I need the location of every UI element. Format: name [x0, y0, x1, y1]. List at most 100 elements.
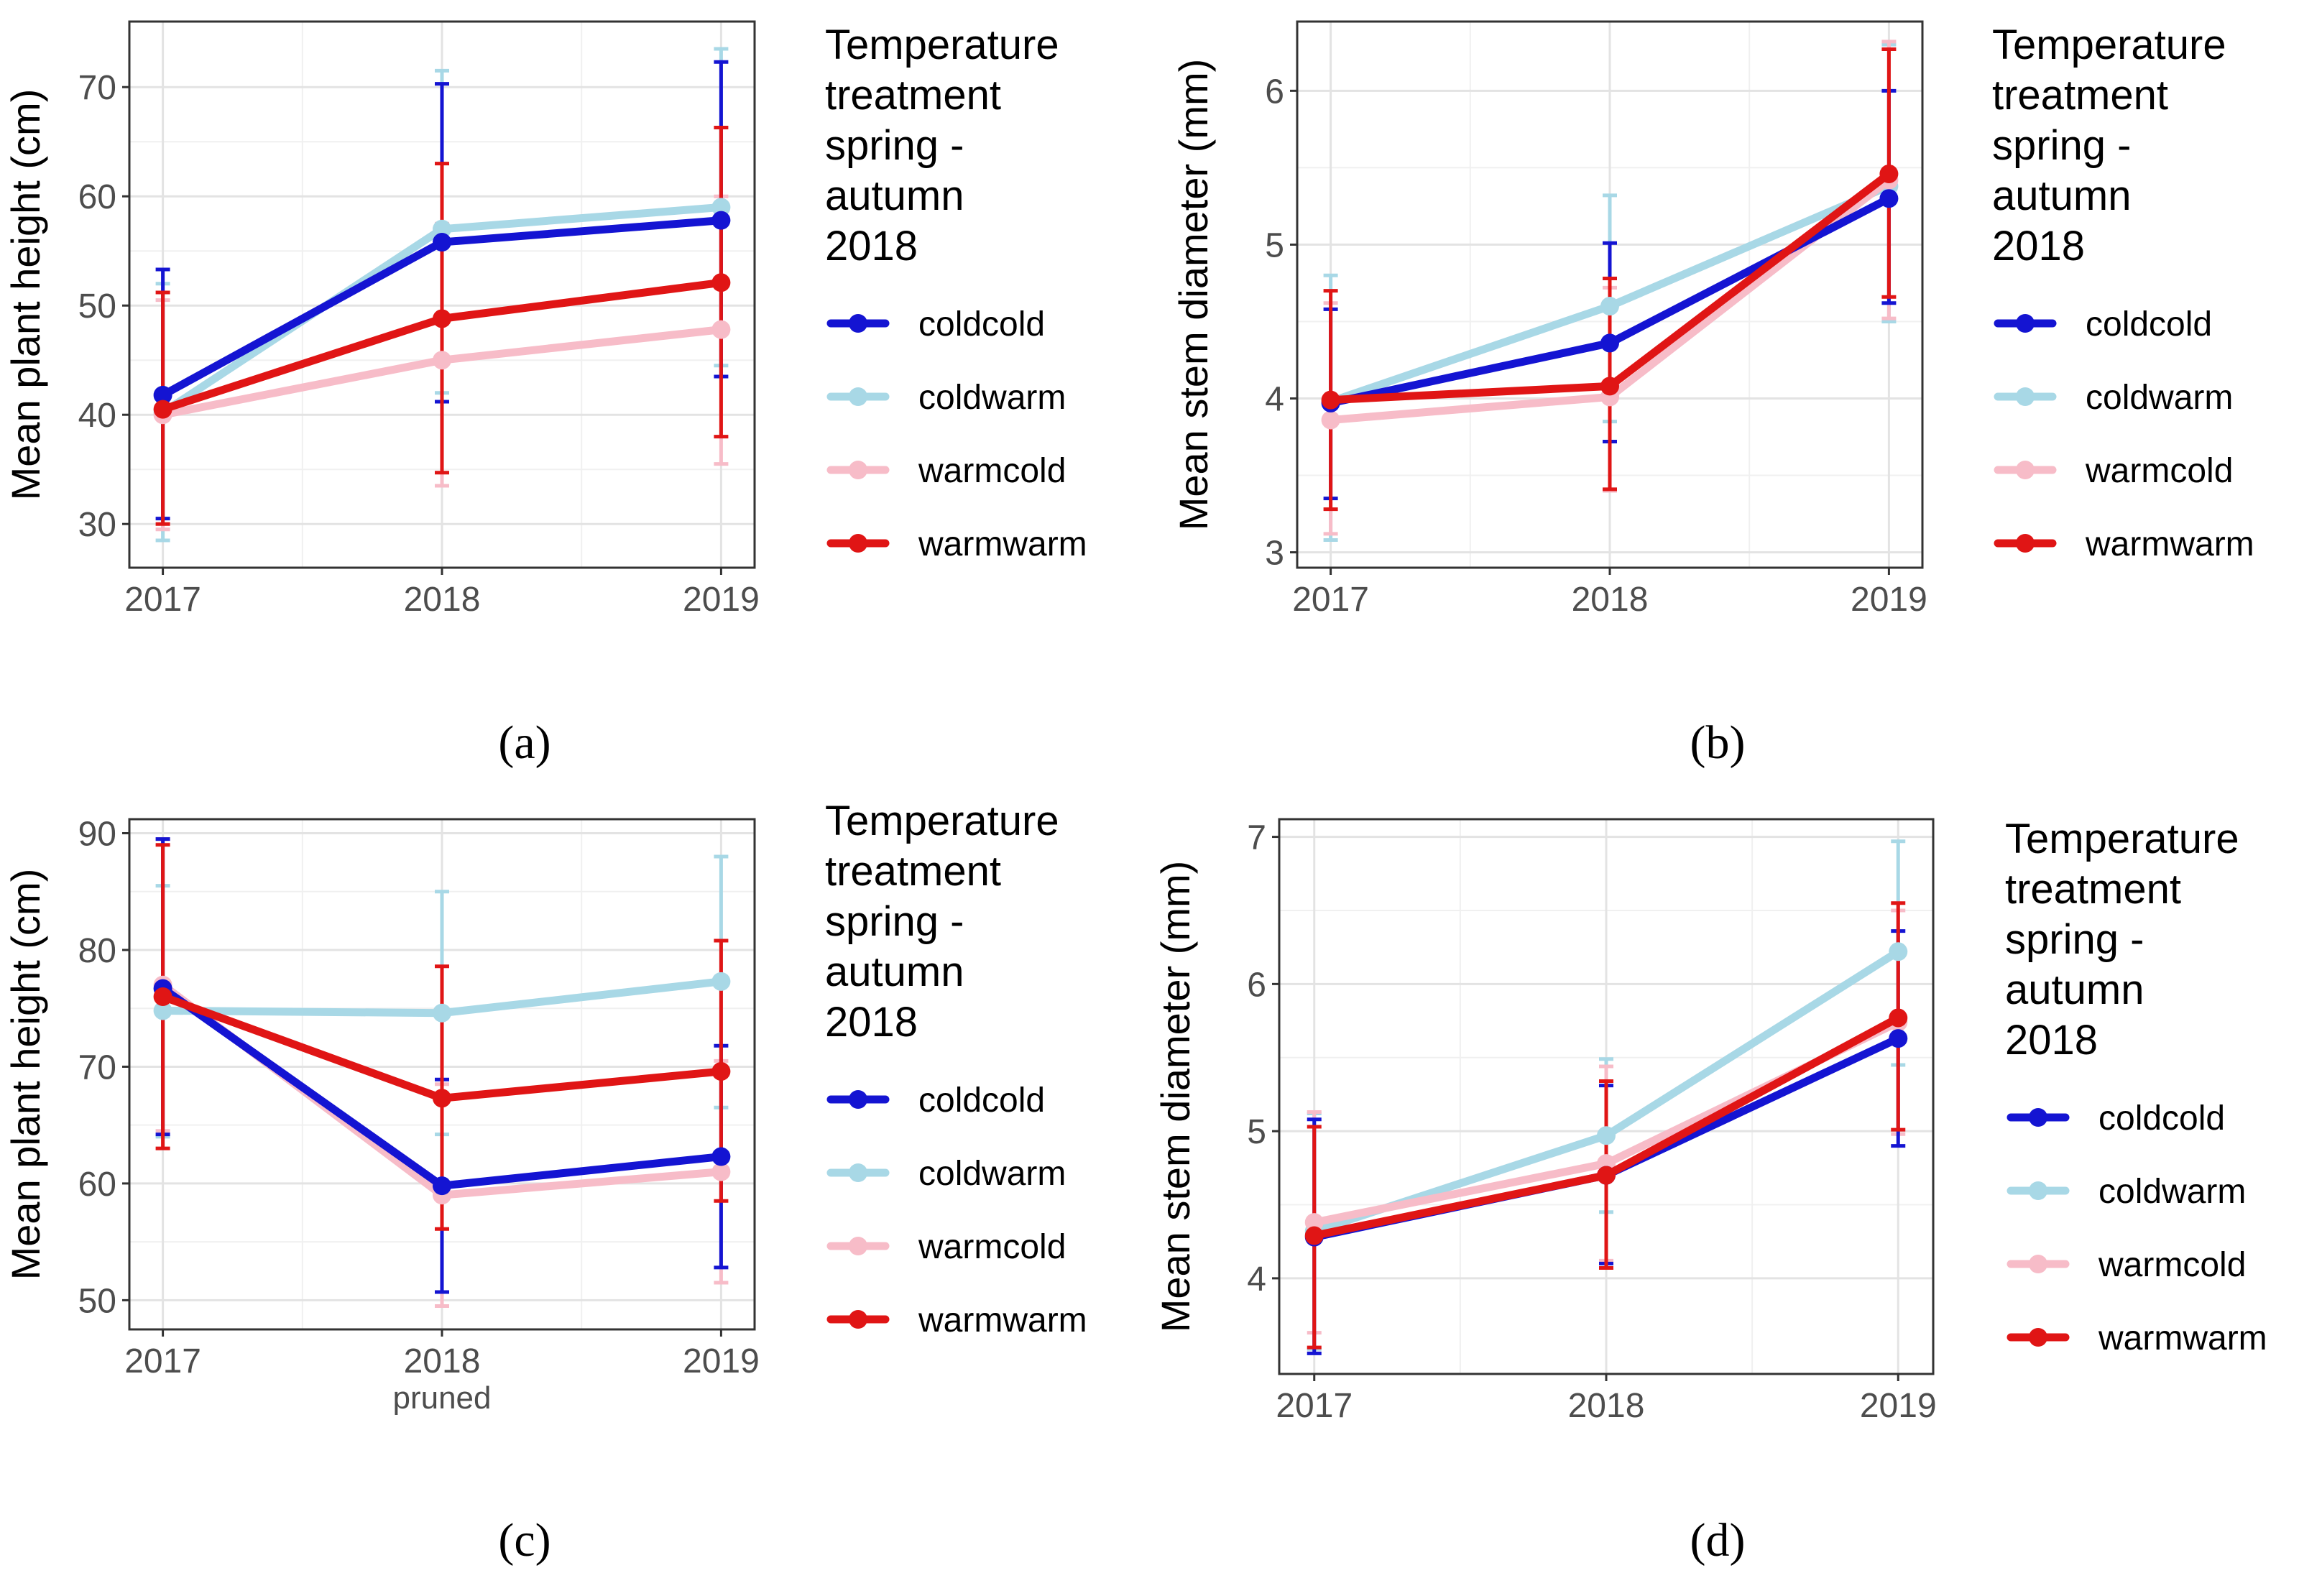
y-tick-label: 90	[78, 815, 116, 853]
data-point-warmwarm	[1889, 1008, 1908, 1028]
y-tick-label: 70	[78, 1048, 116, 1087]
x-tick-label: 2019	[1851, 581, 1927, 619]
legend-title-line: Temperature	[2005, 816, 2239, 862]
data-point-warmwarm	[711, 273, 731, 292]
legend-title-line: Temperature	[825, 22, 1059, 68]
legend-title-line: spring -	[825, 898, 964, 945]
y-tick-label: 3	[1265, 535, 1284, 573]
x-tick-label: 2017	[124, 581, 201, 619]
y-tick-label: 5	[1247, 1113, 1266, 1151]
legend-label-coldwarm: coldwarm	[918, 1155, 1066, 1193]
data-point-coldwarm	[1600, 297, 1619, 316]
y-axis-title: Mean stem diameter (mm)	[1153, 861, 1198, 1333]
data-point-coldcold	[153, 385, 172, 405]
data-point-warmwarm	[711, 1061, 731, 1081]
chart-b: 3 4 5 6 2017 2018 2019 Mean stem diameter (mm) T…	[1171, 20, 2254, 769]
data-point-coldwarm	[1597, 1126, 1616, 1145]
legend-title-line: autumn	[825, 172, 964, 219]
legend-title-line: autumn	[1992, 172, 2131, 219]
legend-title-line: treatment	[825, 72, 1001, 119]
legend-title-line: treatment	[2005, 866, 2181, 913]
data-point-warmwarm	[1600, 377, 1619, 396]
data-point-warmwarm	[1321, 390, 1340, 410]
legend-key-point-warmcold	[849, 461, 867, 479]
chart-d: 4 5 6 7 2017 2018 2019 Mean stem diameter (mm) T…	[1153, 816, 2267, 1567]
data-point-warmcold	[1304, 1213, 1324, 1232]
legend-key-point-coldwarm	[2029, 1181, 2047, 1200]
legend-label-warmwarm: warmwarm	[918, 525, 1087, 563]
data-point-coldcold	[433, 233, 451, 252]
data-point-warmcold	[433, 351, 451, 370]
x-tick-label: 2017	[124, 1342, 201, 1380]
data-point-warmcold	[1321, 410, 1340, 430]
panel-caption: (a)	[498, 716, 550, 769]
legend-title-line: spring -	[825, 122, 964, 169]
data-point-coldwarm	[153, 1001, 172, 1020]
legend-key-point-coldwarm	[849, 387, 867, 406]
legend-key-point-coldcold	[2016, 314, 2035, 333]
data-point-warmwarm	[1304, 1226, 1324, 1245]
legend-key-point-coldwarm	[2016, 387, 2035, 406]
y-tick-label: 6	[1247, 966, 1266, 1004]
legend-key-point-warmwarm	[2016, 534, 2035, 553]
legend-title-line: 2018	[2005, 1017, 2098, 1064]
data-point-warmwarm	[433, 309, 451, 328]
y-axis-title: Mean stem diameter (mm)	[1171, 59, 1216, 531]
legend-title-line: treatment	[1992, 72, 2168, 119]
data-point-warmwarm	[433, 1089, 451, 1108]
data-point-warmcold	[711, 320, 731, 339]
y-tick-label: 50	[78, 1282, 116, 1320]
data-point-warmwarm	[153, 400, 172, 419]
legend-label-coldwarm: coldwarm	[2098, 1173, 2246, 1211]
legend-label-coldcold: coldcold	[918, 1081, 1045, 1120]
legend-key-point-warmcold	[2016, 461, 2035, 479]
legend-title-line: 2018	[825, 223, 918, 269]
legend-title-line: Temperature	[1992, 22, 2226, 68]
x-tick-label: 2018	[404, 1342, 481, 1380]
legend-key-point-warmwarm	[2029, 1328, 2047, 1347]
legend-title-line: treatment	[825, 848, 1001, 895]
y-tick-label: 40	[78, 397, 116, 435]
legend-label-warmcold: warmcold	[2098, 1246, 2246, 1284]
data-point-coldcold	[433, 1176, 451, 1196]
x-tick-label: 2019	[683, 1342, 760, 1380]
data-point-coldcold	[1879, 189, 1899, 208]
data-point-warmwarm	[153, 987, 172, 1006]
legend-label-coldcold: coldcold	[2086, 305, 2212, 343]
y-tick-label: 60	[78, 178, 116, 216]
y-tick-label: 7	[1247, 819, 1266, 857]
legend-title-line: autumn	[2005, 967, 2144, 1013]
legend-title-line: spring -	[2005, 916, 2144, 963]
data-point-coldcold	[1889, 1029, 1908, 1048]
legend-key-point-warmcold	[2029, 1255, 2047, 1273]
y-tick-label: 4	[1247, 1260, 1266, 1299]
y-tick-label: 30	[78, 506, 116, 544]
legend-title-line: 2018	[1992, 223, 2085, 269]
legend-label-warmwarm: warmwarm	[918, 1301, 1087, 1339]
chart-a: 30 40 50 60 70 2017 2018 2019 Mean plant height …	[3, 20, 1087, 769]
x-tick-label: 2019	[683, 581, 760, 619]
panel-caption: (d)	[1690, 1514, 1746, 1567]
legend-label-coldcold: coldcold	[2098, 1099, 2225, 1138]
data-point-coldwarm	[433, 219, 451, 239]
legend-label-coldwarm: coldwarm	[918, 379, 1066, 417]
legend-title-line: autumn	[825, 949, 964, 995]
data-point-coldwarm	[711, 972, 731, 991]
y-axis-title: Mean plant height (cm)	[3, 89, 48, 501]
legend-label-warmwarm: warmwarm	[2085, 525, 2254, 563]
legend-title-line: Temperature	[825, 798, 1059, 844]
legend-label-coldcold: coldcold	[918, 305, 1045, 343]
y-tick-label: 5	[1265, 226, 1284, 264]
y-tick-label: 60	[78, 1166, 116, 1204]
x-tick-label: 2018	[1568, 1387, 1645, 1425]
legend-title-line: spring -	[1992, 122, 2131, 169]
panel-caption: (b)	[1690, 716, 1746, 769]
legend-label-warmcold: warmcold	[918, 452, 1066, 490]
legend-key-point-coldcold	[849, 1090, 867, 1109]
legend-key-point-warmcold	[849, 1237, 867, 1255]
legend-label-warmwarm: warmwarm	[2098, 1319, 2267, 1357]
legend-key-point-coldcold	[849, 314, 867, 333]
